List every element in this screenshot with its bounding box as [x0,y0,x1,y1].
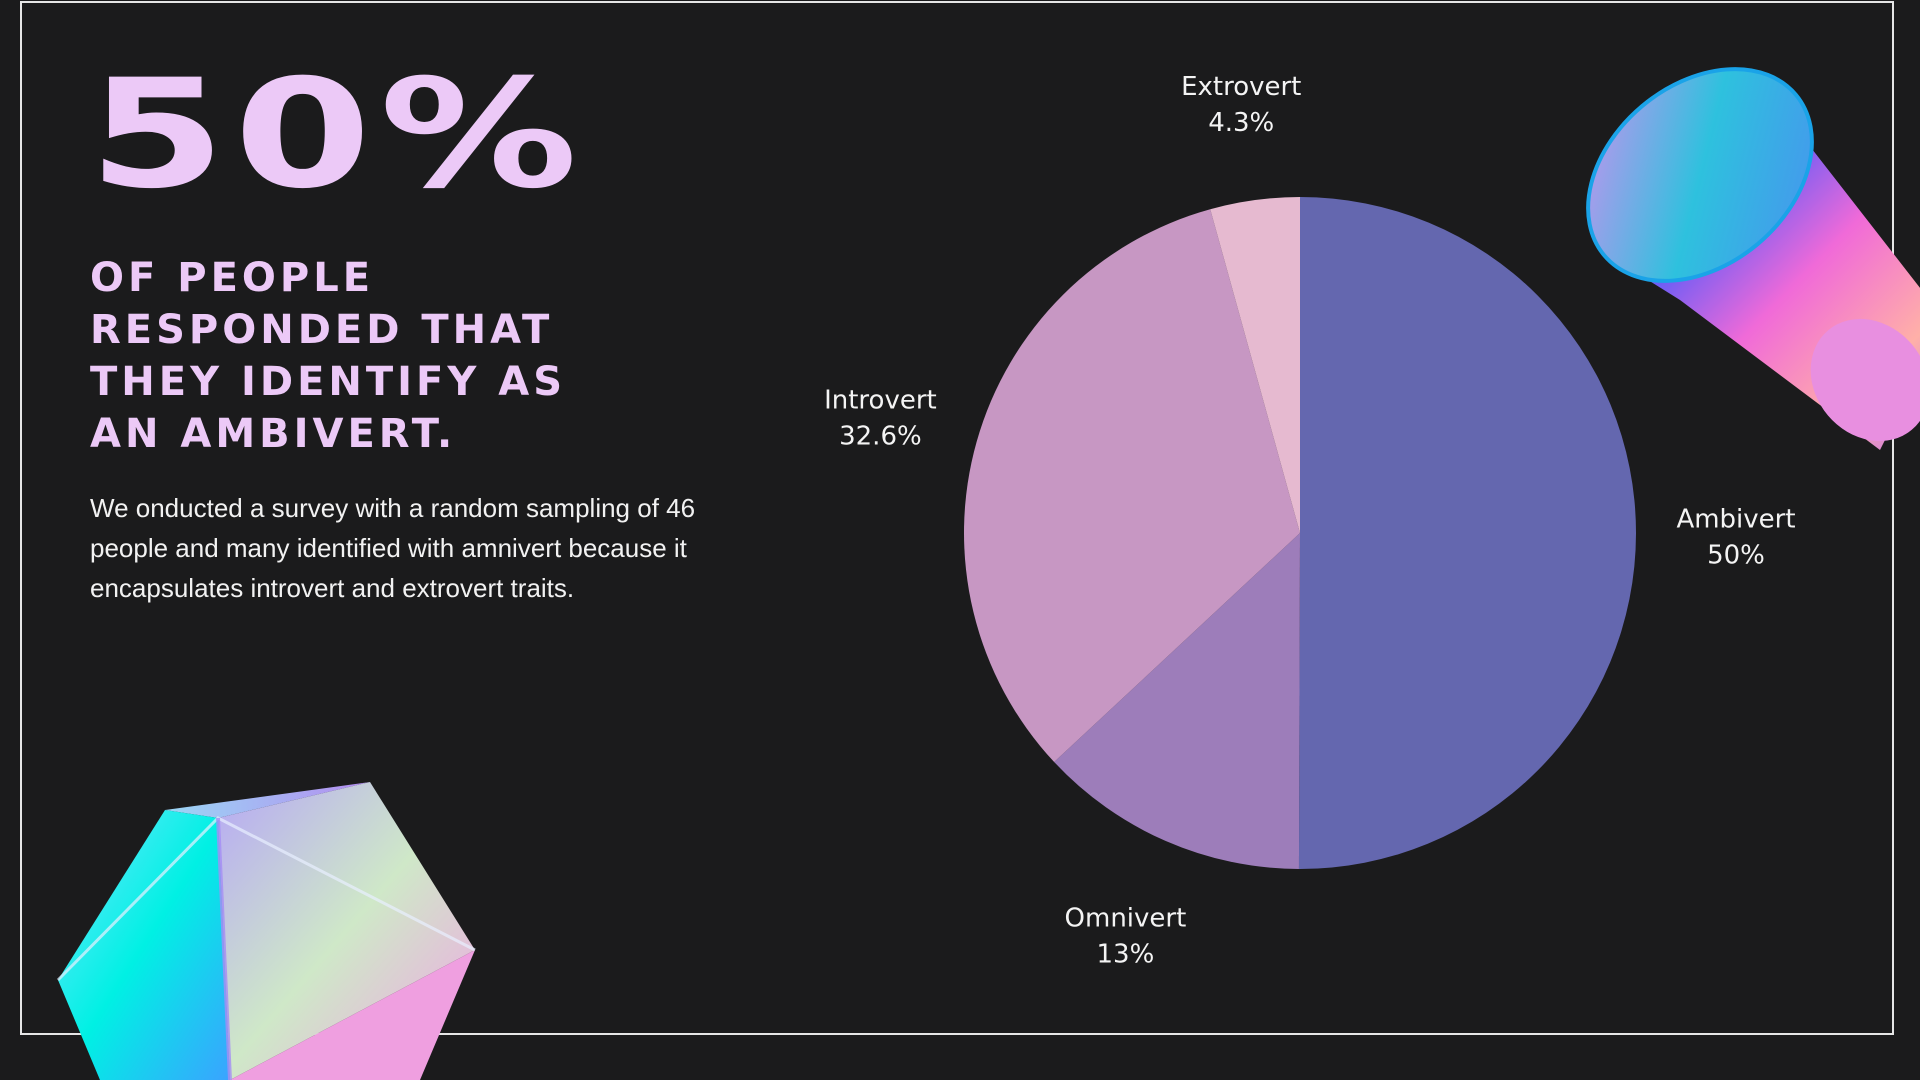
pie-slice-introvert [964,209,1300,763]
slice-label-name: Introvert [824,386,937,416]
pie-labels: Ambivert 50% Omnivert 13% Introvert 32.6% Extr… [824,72,1795,970]
big-stat: 50% [88,48,586,222]
pie-slice-ambivert [1298,197,1637,870]
pie-slice-omnivert [1054,533,1300,869]
slice-label-value: 50% [1707,541,1765,571]
body-copy: We onducted a survey with a random sampl… [90,493,696,603]
slice-label-name: Extrovert [1181,72,1301,102]
slide-frame [20,1,1894,1035]
pie-slices [964,197,1637,870]
headline-line: AN AMBIVERT. [90,411,457,457]
slice-label-value: 32.6% [839,422,922,452]
slice-label-name: Omnivert [1065,904,1187,934]
cylinder-decoration [1586,67,1920,450]
pie-slice-extrovert [1210,197,1300,533]
gem-decoration [56,782,476,1080]
slice-label-name: Ambivert [1676,505,1795,535]
slice-label-value: 4.3% [1208,108,1274,138]
headline-line: RESPONDED THAT [90,307,554,353]
slice-label-value: 13% [1097,940,1155,970]
headline: OF PEOPLE RESPONDED THAT THEY IDENTIFY A… [90,252,780,460]
headline-line: THEY IDENTIFY AS [90,359,567,405]
headline-line: OF PEOPLE [90,255,375,301]
